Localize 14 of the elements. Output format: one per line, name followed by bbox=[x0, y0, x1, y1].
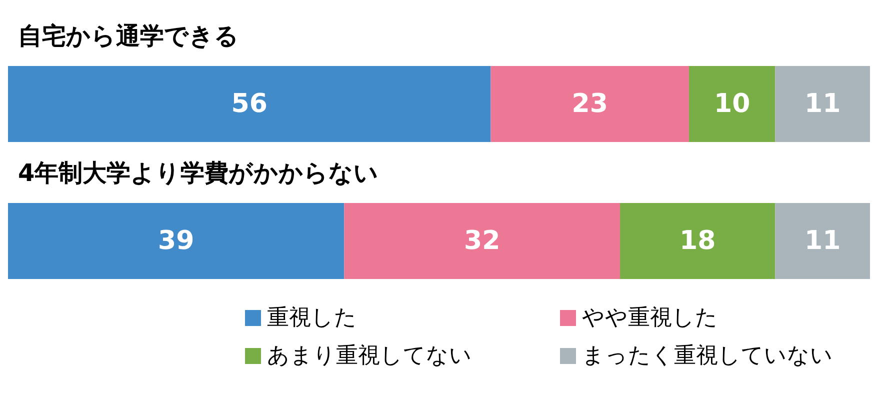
data-label: 11 bbox=[804, 89, 841, 119]
legend-label: まったく重視していない bbox=[582, 344, 833, 368]
y-tick-label: 自宅から通学できる bbox=[18, 22, 239, 50]
data-label: 56 bbox=[231, 89, 268, 119]
legend-label: 重視した bbox=[267, 306, 357, 330]
y-tick-label: 4年制大学より学費がかからない bbox=[18, 159, 379, 187]
legend-label: あまり重視してない bbox=[267, 344, 472, 368]
data-label: 39 bbox=[158, 226, 194, 256]
data-label: 32 bbox=[464, 226, 500, 256]
data-label: 10 bbox=[714, 89, 750, 119]
data-label: 18 bbox=[680, 226, 716, 256]
data-label: 11 bbox=[804, 226, 841, 256]
data-label: 23 bbox=[572, 89, 608, 119]
legend-label: やや重視した bbox=[582, 306, 718, 330]
